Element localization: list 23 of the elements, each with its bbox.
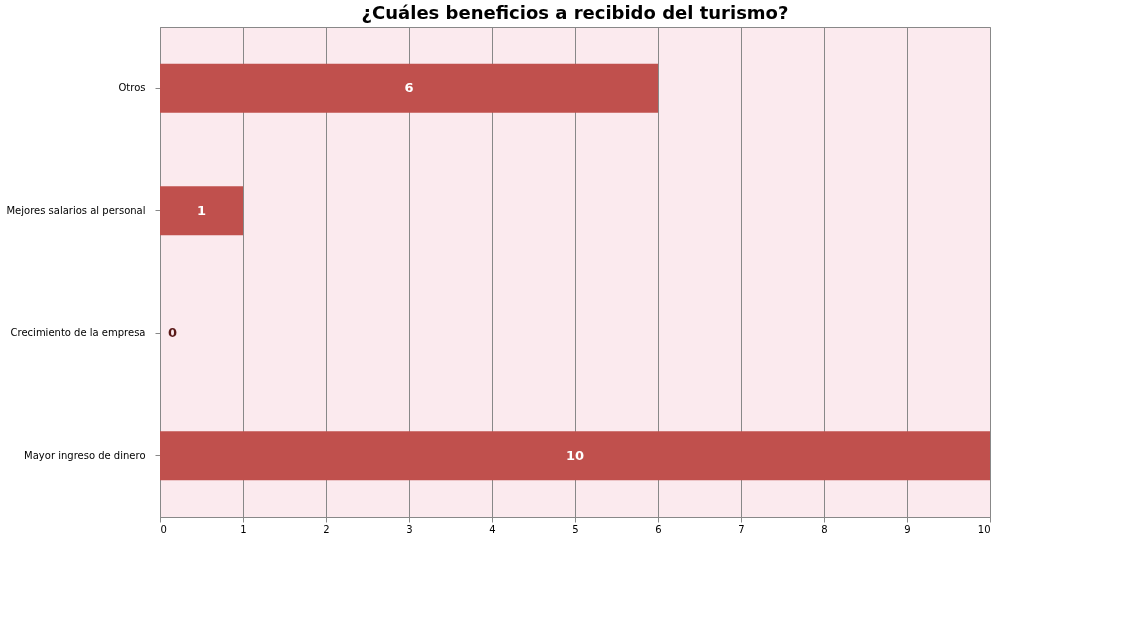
x-tick-label: 3 — [406, 523, 413, 535]
bar — [160, 63, 658, 113]
bar — [160, 431, 990, 481]
x-tick-label: 7 — [738, 523, 745, 535]
y-tick-label: Mayor ingreso de dinero — [24, 449, 146, 461]
bar — [160, 186, 243, 236]
x-tick-label: 0 — [160, 523, 167, 535]
x-tick-label: 1 — [240, 523, 247, 535]
x-tick-label: 6 — [655, 523, 662, 535]
data-label: 1 — [196, 202, 207, 218]
x-tick-label: 4 — [489, 523, 496, 535]
x-tick-label: 10 — [977, 523, 991, 535]
x-tick-label: 8 — [821, 523, 828, 535]
x-tick-label: 5 — [572, 523, 579, 535]
data-label: 0 — [167, 325, 177, 341]
x-tick-label: 2 — [323, 523, 330, 535]
y-tick-label: Otros — [118, 82, 146, 94]
data-label: 10 — [565, 447, 585, 463]
y-tick-label: Mejores salarios al personal — [6, 204, 146, 216]
data-label: 6 — [404, 80, 414, 96]
chart-title: ¿Cuáles beneficios a recibido del turismo? — [361, 2, 789, 23]
y-tick-label: Crecimiento de la empresa — [10, 327, 146, 339]
x-tick-label: 9 — [904, 523, 911, 535]
